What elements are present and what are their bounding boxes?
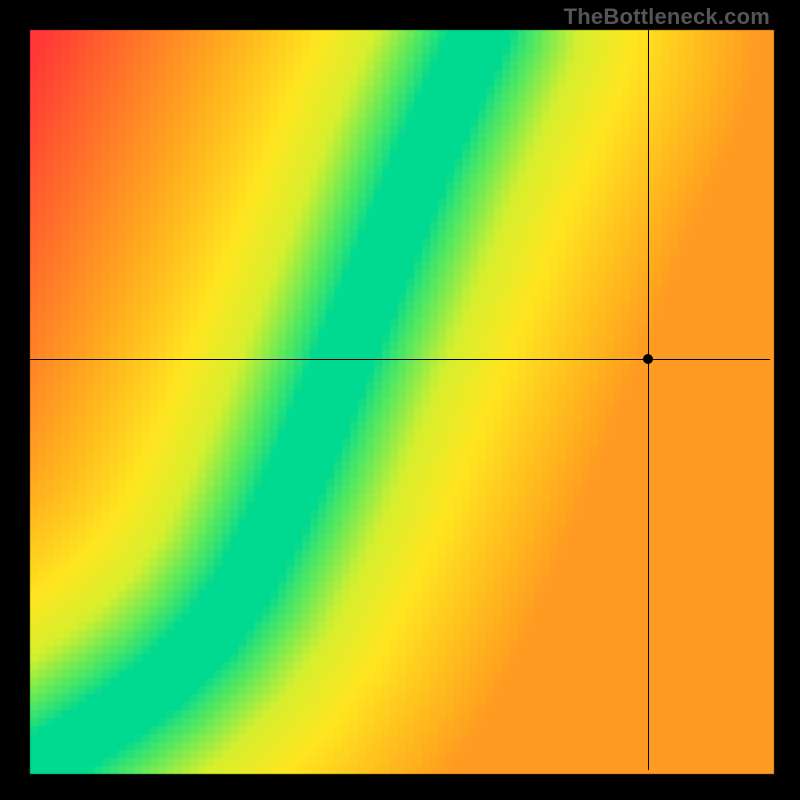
heatmap-canvas [0,0,800,800]
crosshair-marker[interactable] [643,354,653,364]
bottleneck-heatmap: TheBottleneck.com [0,0,800,800]
watermark-text: TheBottleneck.com [564,4,770,30]
crosshair-vertical [648,30,649,770]
crosshair-horizontal [30,359,770,360]
